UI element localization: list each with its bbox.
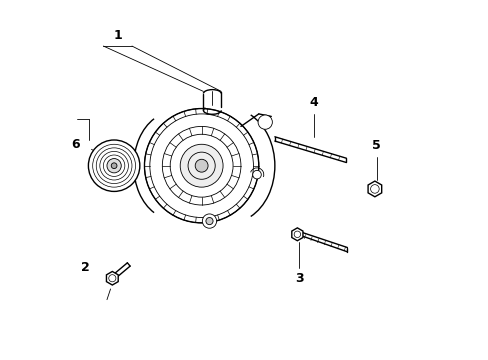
Text: 5: 5: [371, 139, 380, 152]
Text: 1: 1: [113, 29, 122, 42]
Circle shape: [205, 217, 213, 225]
Text: 2: 2: [81, 261, 90, 274]
Polygon shape: [291, 228, 303, 241]
Circle shape: [111, 163, 117, 168]
Circle shape: [195, 159, 207, 172]
Polygon shape: [106, 271, 118, 285]
Text: 6: 6: [71, 138, 80, 151]
Ellipse shape: [144, 109, 258, 223]
Circle shape: [258, 115, 272, 129]
Text: 3: 3: [294, 272, 303, 285]
Circle shape: [252, 170, 261, 179]
Polygon shape: [367, 181, 381, 197]
Circle shape: [107, 158, 121, 173]
Circle shape: [88, 140, 140, 192]
Circle shape: [202, 214, 216, 228]
Text: 4: 4: [309, 96, 318, 109]
Circle shape: [180, 144, 223, 187]
